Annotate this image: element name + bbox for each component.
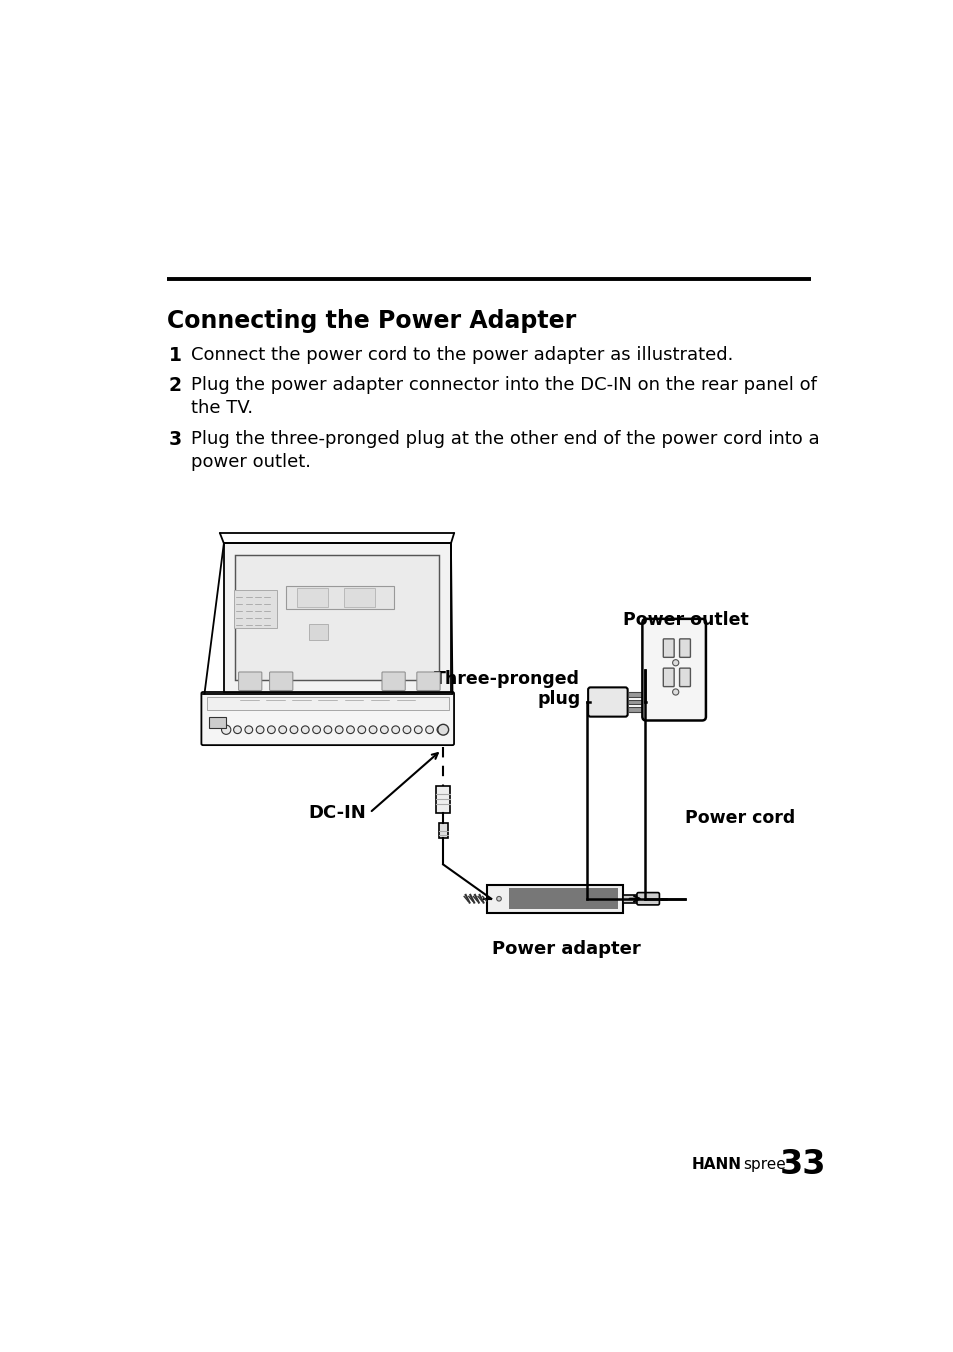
Circle shape	[357, 726, 365, 734]
Text: Connect the power cord to the power adapter as illustrated.: Connect the power cord to the power adap…	[191, 346, 732, 364]
Circle shape	[414, 726, 422, 734]
Circle shape	[497, 896, 500, 900]
Bar	[627, 700, 644, 704]
Circle shape	[313, 726, 320, 734]
Text: 2: 2	[169, 376, 182, 395]
FancyBboxPatch shape	[416, 672, 439, 691]
Bar	[309, 625, 328, 639]
FancyBboxPatch shape	[587, 687, 627, 717]
Bar	[207, 696, 448, 711]
Circle shape	[245, 726, 253, 734]
Circle shape	[437, 725, 448, 735]
Bar	[509, 888, 617, 909]
Circle shape	[369, 726, 376, 734]
Circle shape	[346, 726, 354, 734]
Text: Plug the power adapter connector into the DC-IN on the rear panel of: Plug the power adapter connector into th…	[191, 376, 816, 395]
Bar	[344, 588, 375, 607]
Text: Power outlet: Power outlet	[622, 611, 748, 629]
Circle shape	[233, 726, 241, 734]
Circle shape	[301, 726, 309, 734]
Circle shape	[256, 726, 264, 734]
Text: the TV.: the TV.	[191, 399, 253, 418]
Circle shape	[392, 726, 399, 734]
Bar	[622, 895, 638, 903]
Circle shape	[425, 726, 433, 734]
Circle shape	[436, 726, 444, 734]
FancyBboxPatch shape	[679, 639, 690, 657]
Text: HANN: HANN	[691, 1157, 740, 1172]
Bar	[233, 589, 276, 629]
Bar	[627, 692, 644, 696]
Text: DC-IN: DC-IN	[308, 804, 365, 822]
Text: HANNspree: HANNspree	[298, 585, 378, 599]
Text: Three-pronged: Three-pronged	[434, 671, 579, 688]
FancyBboxPatch shape	[641, 619, 705, 721]
Circle shape	[672, 690, 679, 695]
Text: Power adapter: Power adapter	[492, 940, 640, 959]
Circle shape	[380, 726, 388, 734]
FancyBboxPatch shape	[238, 672, 261, 691]
FancyBboxPatch shape	[662, 668, 674, 687]
Bar	[286, 585, 394, 608]
Circle shape	[267, 726, 275, 734]
Circle shape	[221, 725, 231, 734]
Text: 1: 1	[169, 346, 181, 365]
Circle shape	[324, 726, 332, 734]
Text: power outlet.: power outlet.	[191, 453, 311, 472]
FancyBboxPatch shape	[381, 672, 405, 691]
FancyBboxPatch shape	[679, 668, 690, 687]
Polygon shape	[224, 544, 451, 692]
Circle shape	[403, 726, 411, 734]
Text: 3: 3	[169, 430, 182, 449]
Bar	[438, 823, 447, 838]
Circle shape	[278, 726, 286, 734]
FancyBboxPatch shape	[201, 692, 454, 745]
Bar	[487, 884, 622, 913]
FancyBboxPatch shape	[637, 892, 659, 904]
Text: spree: spree	[742, 1157, 785, 1172]
FancyBboxPatch shape	[270, 672, 293, 691]
Text: 33: 33	[779, 1148, 825, 1182]
Text: Power cord: Power cord	[684, 808, 795, 827]
Circle shape	[290, 726, 297, 734]
Text: Connecting the Power Adapter: Connecting the Power Adapter	[167, 308, 576, 333]
Bar	[209, 718, 226, 729]
FancyBboxPatch shape	[662, 639, 674, 657]
Bar	[297, 588, 328, 607]
Bar	[627, 707, 644, 713]
Circle shape	[672, 660, 679, 665]
Circle shape	[335, 726, 343, 734]
Text: plug: plug	[537, 690, 579, 707]
Bar	[436, 786, 450, 813]
Text: Plug the three-pronged plug at the other end of the power cord into a: Plug the three-pronged plug at the other…	[191, 430, 819, 449]
Bar	[235, 554, 439, 680]
